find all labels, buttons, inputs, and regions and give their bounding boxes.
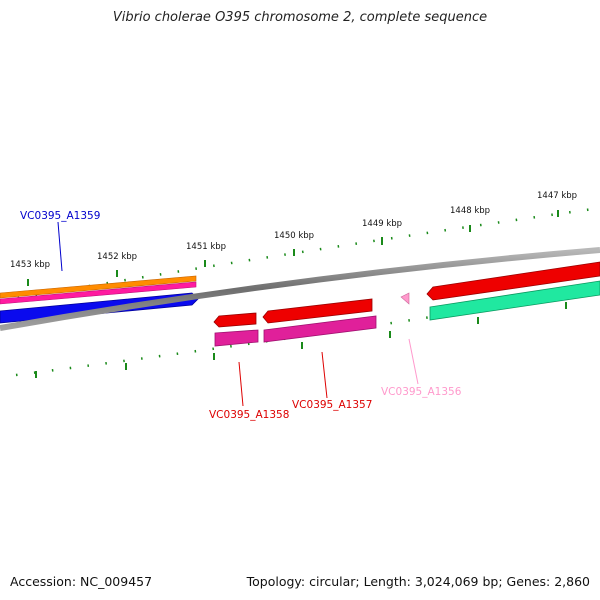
gene-red-feature <box>426 261 600 301</box>
gene-label: VC0395_A1356 <box>381 386 462 398</box>
gene-green-feature <box>429 280 600 321</box>
gene-magenta-feature <box>214 329 259 347</box>
chromosome-backbone <box>0 247 600 331</box>
tick-label: 1447 kbp <box>537 191 577 201</box>
label-leader-line <box>321 351 328 399</box>
label-leader-line <box>408 338 419 385</box>
tick-label: 1451 kbp <box>186 242 226 252</box>
gene-red-feature <box>262 298 373 324</box>
gene-magenta-feature <box>0 281 197 305</box>
map-title: Vibrio cholerae O395 chromosome 2, compl… <box>112 10 488 25</box>
gene-label: VC0395_A1357 <box>292 399 372 411</box>
tick-label: 1453 kbp <box>10 260 50 270</box>
label-leader-line <box>238 361 244 407</box>
gene-pink-feature <box>400 292 410 305</box>
gene-magenta-feature <box>263 315 377 343</box>
outer-tick-ring <box>0 206 600 303</box>
summary-text: Topology: circular; Length: 3,024,069 bp… <box>246 574 590 589</box>
tick-label: 1448 kbp <box>450 206 490 216</box>
label-leader-line <box>57 221 63 272</box>
tick-label: 1450 kbp <box>274 231 314 241</box>
gene-label: VC0395_A1359 <box>20 210 100 222</box>
gene-red-feature <box>213 312 257 328</box>
accession-text: Accession: NC_009457 <box>10 574 153 589</box>
gene-label: VC0395_A1358 <box>209 409 289 421</box>
tick-label: 1452 kbp <box>97 252 137 262</box>
major-ticks <box>27 210 567 378</box>
tick-label: 1449 kbp <box>362 219 402 229</box>
gene-orange-feature <box>0 275 197 299</box>
